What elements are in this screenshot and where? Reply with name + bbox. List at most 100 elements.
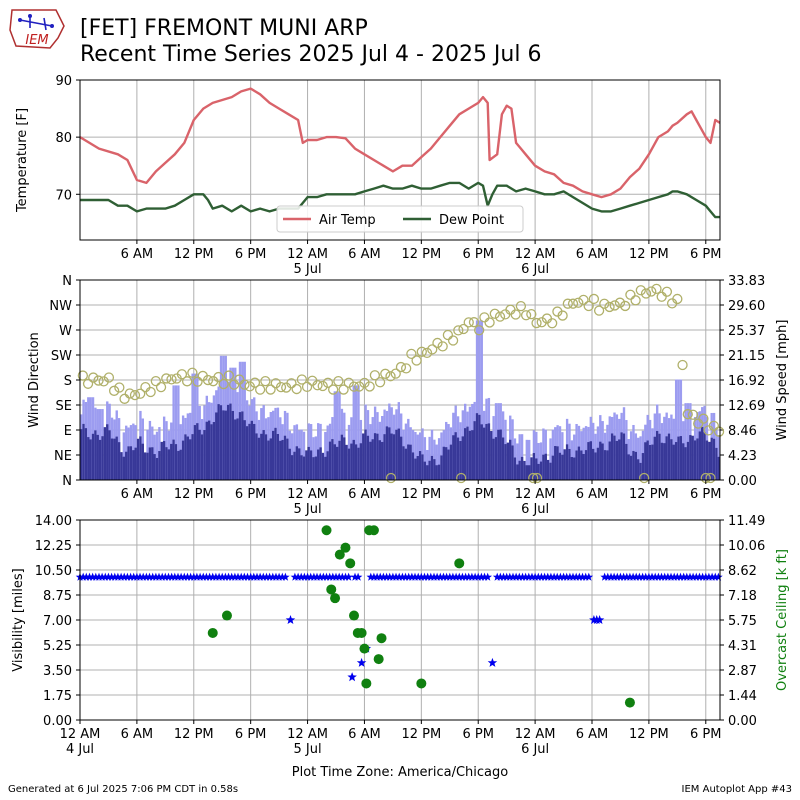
wind-speed-bar (565, 444, 569, 480)
visibility-point (205, 572, 214, 581)
visibility-point (417, 572, 426, 581)
wind-speed-bar (224, 410, 227, 480)
wind-speed-bar (181, 440, 185, 480)
wind-speed-bar (589, 441, 592, 480)
wind-direction-point (698, 413, 709, 424)
gust-bar (414, 431, 417, 480)
visibility-point (527, 572, 537, 581)
wind-speed-bar (200, 434, 204, 480)
visibility-point (404, 572, 413, 581)
wind-direction-point (531, 317, 542, 329)
wind-speed-bar (96, 434, 99, 480)
wind-direction-point (114, 382, 125, 393)
wind-direction-point (260, 375, 271, 387)
wind-speed-bar (189, 439, 192, 480)
wind-speed-bar (701, 426, 704, 480)
wind-speed-bar (433, 459, 436, 480)
wind-speed-bar (530, 457, 533, 480)
visibility-point (243, 572, 252, 581)
dew-point-line (80, 181, 720, 219)
wind-speed-bar (241, 411, 244, 480)
visibility-point (625, 572, 635, 581)
x-tick-label: 6 AM (348, 727, 381, 742)
wind-speed-bar (167, 449, 171, 480)
gust-bar (639, 436, 642, 480)
visibility-tick-label: 10.50 (35, 564, 72, 579)
wind-direction-point (338, 384, 349, 395)
gust-bar (423, 437, 427, 480)
wind-speed-bar (670, 439, 673, 480)
visibility-point (161, 572, 170, 581)
wind-speed-bar (677, 436, 680, 480)
visibility-point (101, 572, 110, 581)
visibility-point (173, 572, 183, 581)
wind-direction-point (181, 376, 193, 387)
x-tick-label: 6 AM (576, 487, 609, 502)
visibility-point (398, 572, 407, 581)
wind-direction-point (638, 472, 650, 484)
visibility-point (129, 572, 138, 581)
x-tick-label: 12 PM (401, 487, 441, 502)
wind-direction-point (239, 379, 250, 390)
visibility-point (603, 572, 613, 581)
wind-speed-bar (445, 447, 448, 480)
wind-speed-bar (546, 459, 550, 480)
visibility-point (644, 572, 654, 581)
wind-direction-point (374, 377, 386, 388)
visibility-point (496, 572, 505, 581)
wind-speed-bar (264, 434, 268, 480)
visibility-point (487, 657, 498, 667)
visibility-point (641, 572, 650, 581)
wind-speed-bar (217, 404, 220, 480)
wind-speed-bar (397, 428, 400, 480)
visibility-point (322, 572, 331, 581)
wind-speed-bar (509, 439, 512, 480)
visibility-point (224, 572, 233, 581)
visibility-point (94, 572, 104, 581)
x-tick-label: 6 PM (690, 247, 721, 262)
visibility-tick-label: 14.00 (35, 514, 72, 529)
wind-speed-bar (238, 412, 242, 480)
visibility-point (379, 572, 388, 581)
wind-speed-bar (231, 410, 235, 480)
wind-direction-point (599, 298, 610, 309)
x-tick-label: 6 AM (121, 727, 154, 742)
visibility-point (448, 572, 458, 581)
wind-speed-bar (528, 465, 531, 480)
wind-direction-point (166, 374, 177, 385)
visibility-tick-label: 0.00 (43, 714, 72, 729)
x-tick-label: 6 PM (690, 487, 721, 502)
wind-speed-bar (347, 448, 351, 480)
visibility-point (432, 572, 442, 581)
wind-speed-bar (644, 442, 647, 480)
wind-speed-bar (177, 450, 180, 480)
visibility-point (707, 572, 717, 581)
visibility-point (673, 572, 682, 581)
wind-speed-bar (705, 440, 709, 480)
visibility-point (315, 572, 325, 581)
wind-direction-point (93, 375, 104, 386)
x-tick-label: 12 PM (174, 247, 214, 262)
wind-direction-point (588, 293, 600, 305)
gust-bar (518, 434, 521, 480)
speed-tick-label: 8.46 (728, 424, 757, 439)
visibility-point (388, 572, 398, 581)
wind-speed-bar (674, 442, 678, 480)
legend-label-air-temp: Air Temp (319, 213, 376, 228)
visibility-point (647, 572, 657, 581)
wind-speed-bar (501, 437, 505, 480)
wind-speed-bar (245, 426, 249, 480)
wind-direction-point (604, 301, 615, 313)
visibility-point (401, 572, 410, 581)
wind-speed-bar (340, 434, 344, 480)
visibility-point (455, 572, 464, 581)
wind-direction-point (447, 335, 459, 346)
ceiling-tick-label: 11.49 (728, 514, 765, 529)
wind-speed-bar (283, 435, 287, 480)
wind-speed-bar (371, 439, 374, 480)
y-tick-label: 90 (55, 74, 72, 89)
wind-speed-bar (629, 455, 633, 480)
wind-speed-bar (435, 465, 438, 480)
wind-speed-bar (328, 441, 332, 480)
visibility-point (126, 572, 135, 581)
